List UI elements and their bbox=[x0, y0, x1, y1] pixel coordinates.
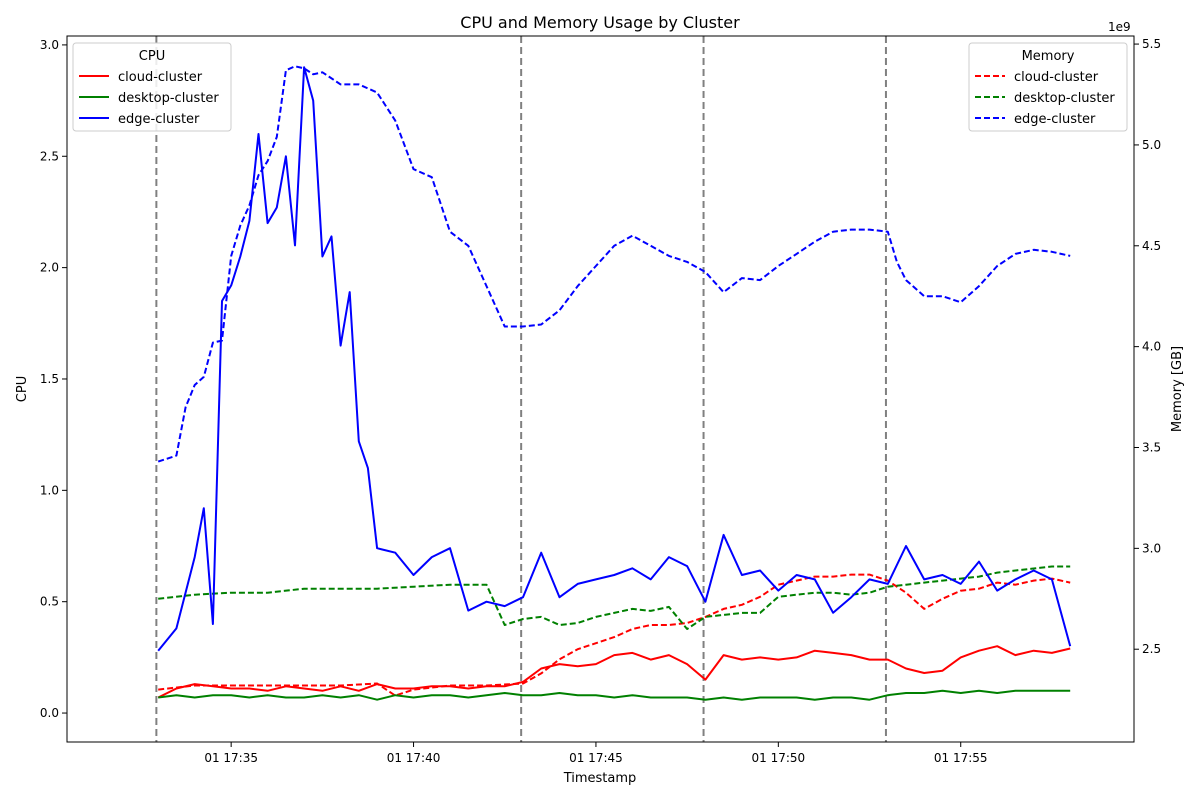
cpu-line-edge-cluster bbox=[157, 66, 1072, 652]
y-tick-label-3: 1.5 bbox=[40, 372, 59, 386]
legend-cpu: CPU cloud-cluster desktop-cluster edge-c… bbox=[72, 42, 232, 132]
y2-tick-label-5: 5.0 bbox=[1142, 138, 1161, 152]
legend-memory-title: Memory bbox=[1022, 49, 1075, 64]
x-tick-label-3: 01 17:50 bbox=[751, 751, 805, 765]
y-tick-label-5: 2.5 bbox=[40, 149, 59, 163]
x-tick-label-1: 01 17:40 bbox=[387, 751, 441, 765]
y-tick-label-6: 3.0 bbox=[40, 38, 59, 52]
y2-tick-label-2: 3.5 bbox=[1142, 440, 1161, 454]
cpu-line-desktop-cluster bbox=[158, 689, 1071, 701]
y-axis-cpu: 0.0 0.5 1.0 1.5 2.0 2.5 3.0 bbox=[40, 38, 67, 720]
cpu-series bbox=[157, 66, 1072, 701]
legend-memory-entry-desktop: desktop-cluster bbox=[1014, 91, 1115, 106]
y-tick-label-2: 1.0 bbox=[40, 483, 59, 497]
memory-line-desktop-cluster bbox=[158, 565, 1071, 630]
legend-memory-box bbox=[968, 42, 1128, 132]
y-axis-memory: 2.5 3.0 3.5 4.0 4.5 5.0 5.5 bbox=[1134, 37, 1161, 656]
y2-axis-label: Memory [GB] bbox=[1170, 346, 1185, 432]
memory-line-cloud-cluster bbox=[158, 573, 1071, 697]
x-tick-label-0: 01 17:35 bbox=[204, 751, 258, 765]
legend-cpu-entry-edge: edge-cluster bbox=[118, 112, 200, 127]
y2-tick-label-1: 3.0 bbox=[1142, 541, 1161, 555]
x-tick-label-2: 01 17:45 bbox=[569, 751, 623, 765]
x-tick-label-4: 01 17:55 bbox=[934, 751, 988, 765]
cpu-line-cloud-cluster bbox=[157, 645, 1071, 699]
memory-series bbox=[157, 65, 1071, 697]
memory-line-edge-cluster bbox=[157, 65, 1071, 463]
legend-memory: Memory cloud-cluster desktop-cluster edg… bbox=[968, 42, 1128, 132]
event-markers bbox=[155, 36, 887, 742]
y2-tick-label-6: 5.5 bbox=[1142, 37, 1161, 51]
y-axis-label: CPU bbox=[15, 376, 30, 402]
y2-tick-label-4: 4.5 bbox=[1142, 239, 1161, 253]
x-axis-label: Timestamp bbox=[563, 771, 637, 786]
y2-tick-label-3: 4.0 bbox=[1142, 340, 1161, 354]
y2-tick-label-0: 2.5 bbox=[1142, 642, 1161, 656]
plot-area bbox=[67, 36, 1134, 742]
legend-cpu-title: CPU bbox=[139, 49, 165, 64]
chart-title: CPU and Memory Usage by Cluster bbox=[460, 13, 740, 32]
legend-memory-entry-cloud: cloud-cluster bbox=[1014, 70, 1099, 85]
y2-offset-text: 1e9 bbox=[1108, 20, 1131, 34]
legend-cpu-box bbox=[72, 42, 232, 132]
x-axis: 01 17:35 01 17:40 01 17:45 01 17:50 01 17:55 bbox=[204, 742, 988, 765]
legend-memory-entry-edge: edge-cluster bbox=[1014, 112, 1096, 127]
legend-cpu-entry-desktop: desktop-cluster bbox=[118, 91, 219, 106]
plot-frame bbox=[66, 35, 1135, 743]
y-tick-label-4: 2.0 bbox=[40, 261, 59, 275]
legend-cpu-entry-cloud: cloud-cluster bbox=[118, 70, 203, 85]
y-tick-label-1: 0.5 bbox=[40, 595, 59, 609]
y-tick-label-0: 0.0 bbox=[40, 706, 59, 720]
